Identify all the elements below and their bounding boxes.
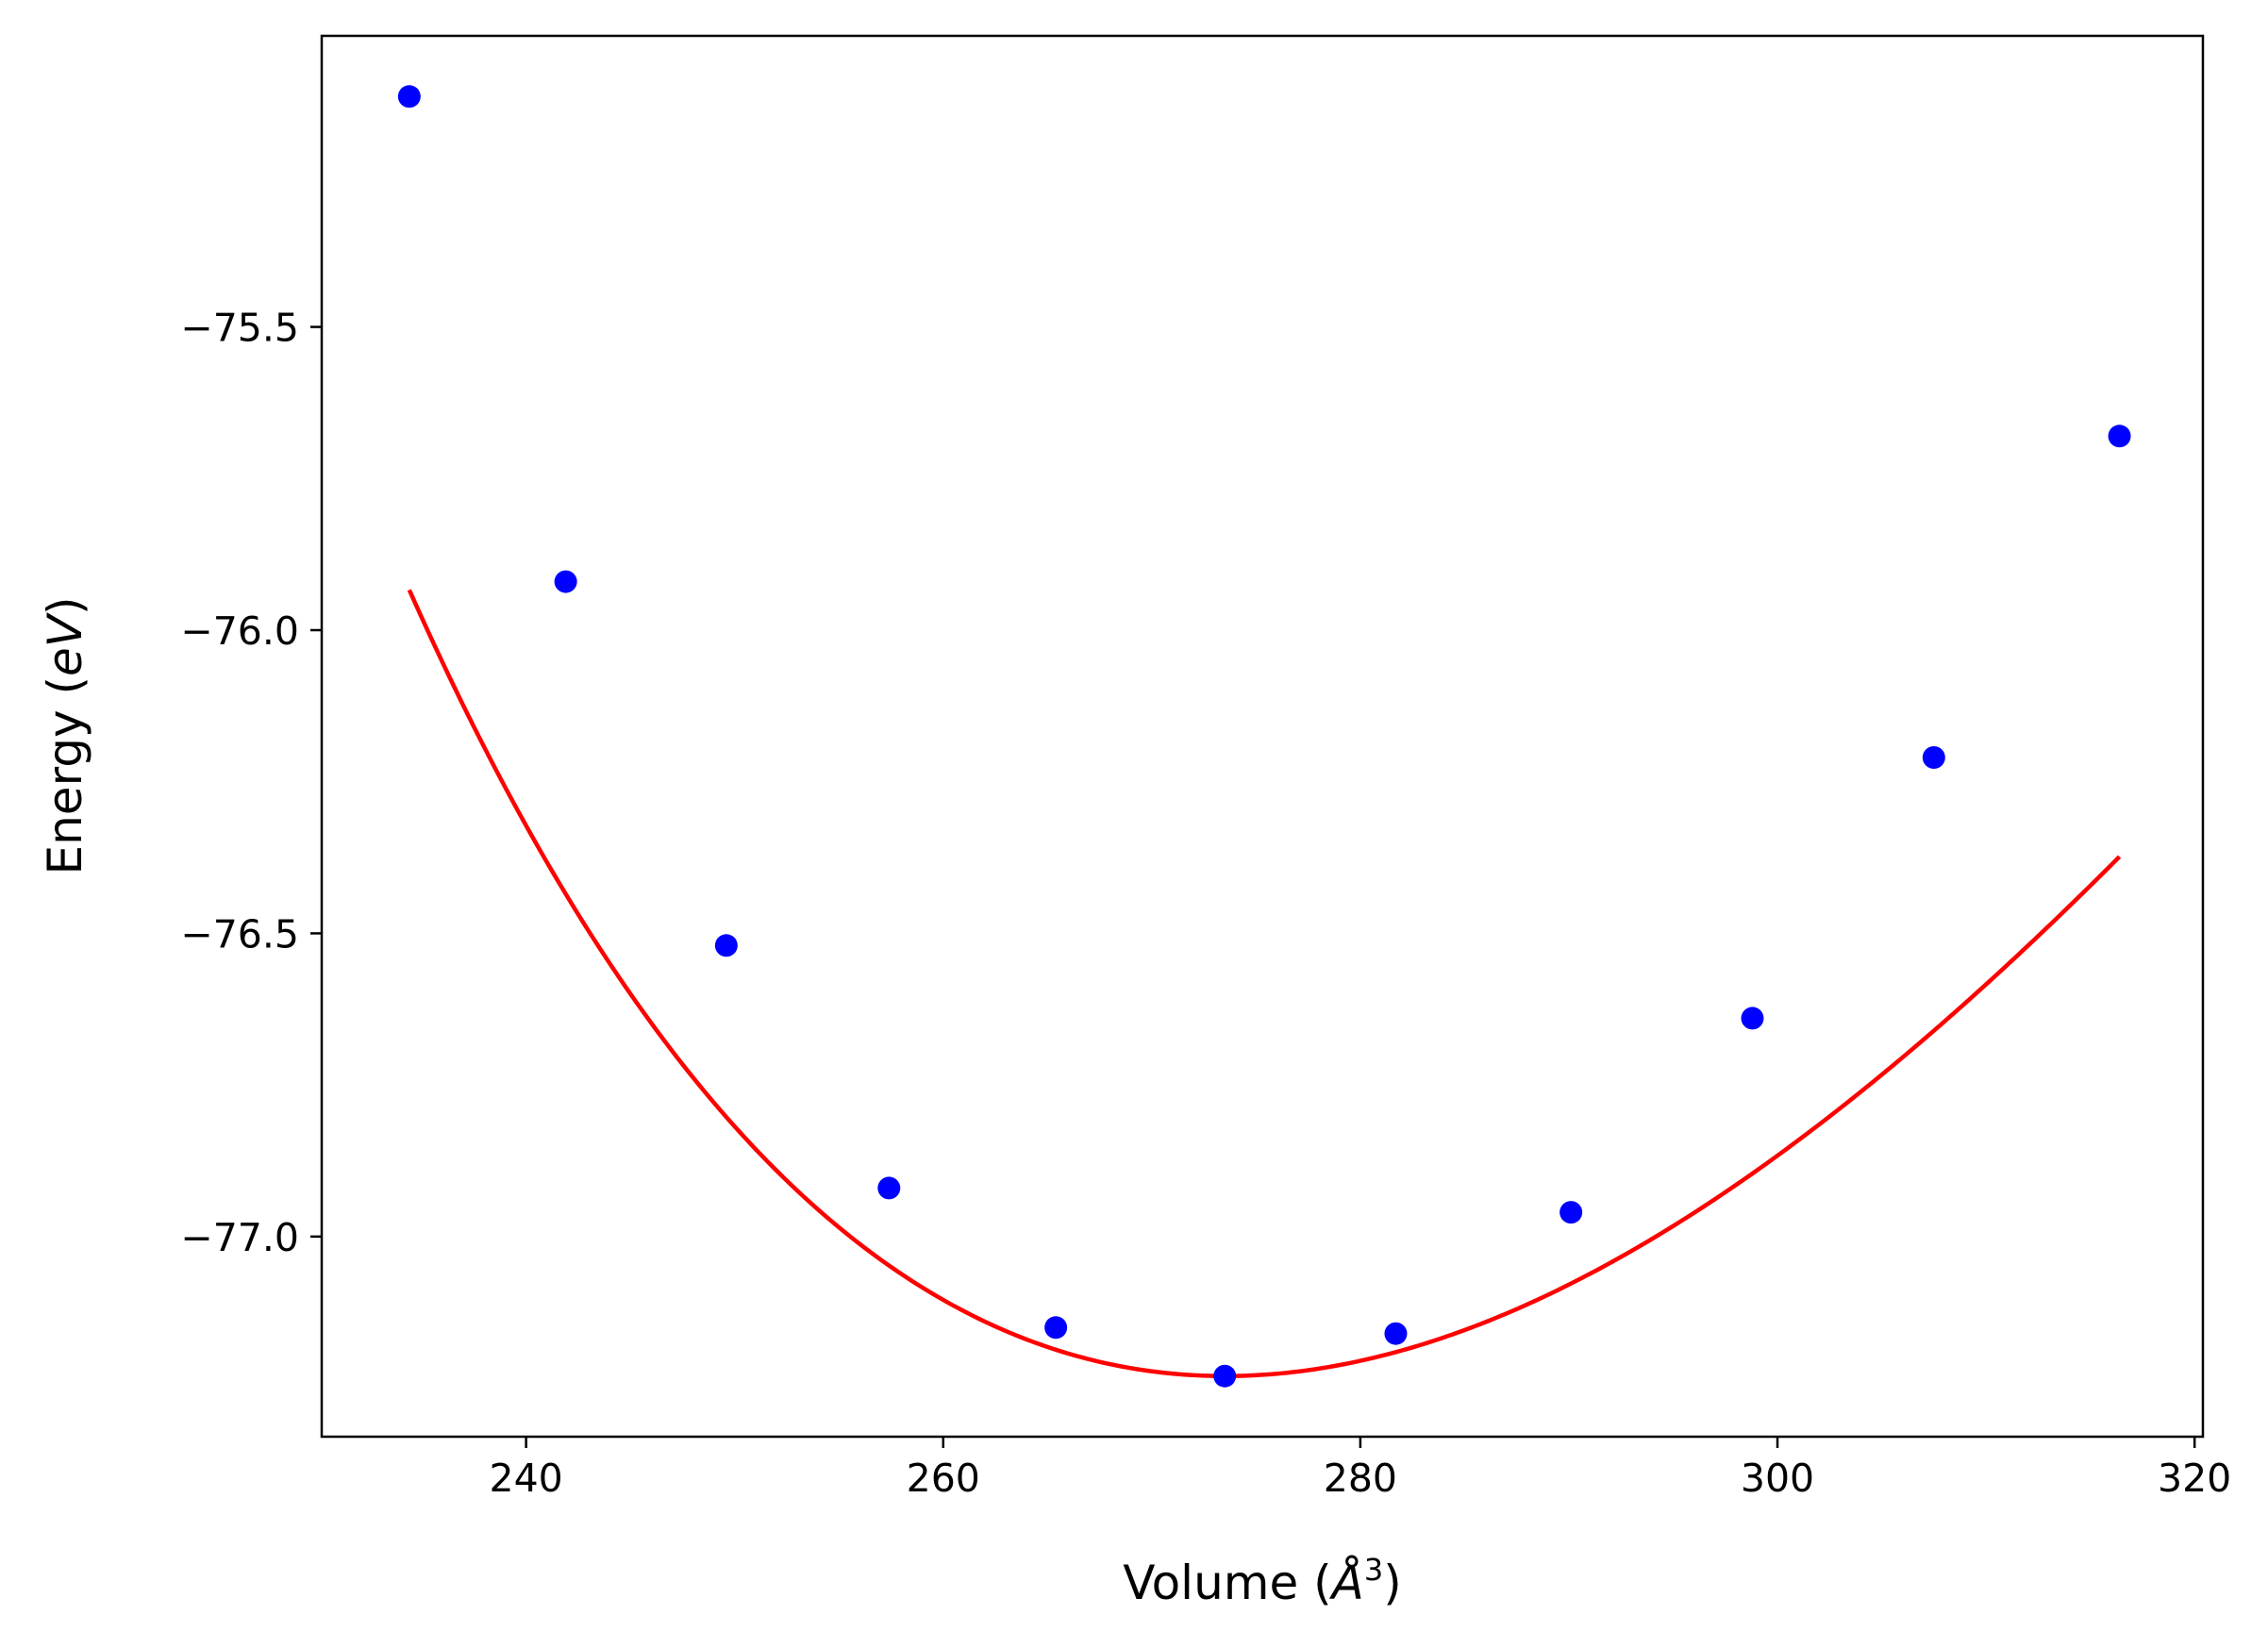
data-points-layer [397,85,2131,1388]
y-axis-label: Energy (eV) [38,597,92,875]
data-point [1559,1201,1583,1224]
y-tick-label: −75.5 [180,306,299,351]
x-axis-label: Volume (Å3) [1123,1552,1401,1610]
x-tick-label: 240 [490,1456,563,1501]
data-point [2108,424,2131,448]
y-tick-label: −77.0 [180,1215,299,1260]
y-tick-label: −76.0 [180,608,299,654]
x-tick-label: 260 [907,1456,980,1501]
fit-curve [407,589,2122,1378]
x-axis-ticks: 240 260 280 300 320 [490,1437,2231,1501]
y-axis-ticks: −75.5 −76.0 −76.5 −77.0 [180,306,322,1260]
data-point [397,85,421,108]
x-tick-label: 320 [2158,1456,2231,1501]
data-point [1213,1364,1237,1388]
data-point [877,1176,901,1200]
data-point [1741,1007,1764,1030]
data-point [714,934,738,957]
data-point [1044,1316,1068,1340]
data-point [1384,1322,1408,1345]
x-tick-label: 280 [1324,1456,1397,1501]
x-tick-label: 300 [1741,1456,1814,1501]
data-point [1922,746,1945,769]
y-tick-label: −76.5 [180,911,299,957]
plot-frame [320,34,2205,1439]
fit-curve-layer [407,589,2122,1378]
data-point [554,570,577,593]
